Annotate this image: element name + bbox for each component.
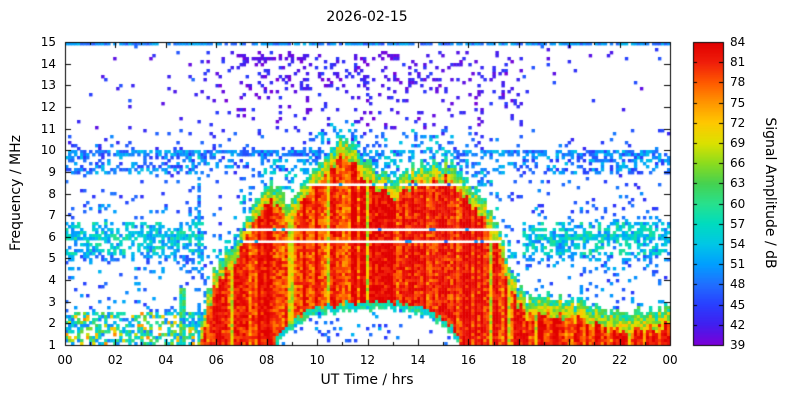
y-tick-label: 11 (40, 121, 56, 136)
y-tick-label: 5 (48, 251, 56, 266)
colorbar-tick-label: 60 (730, 196, 746, 211)
y-tick-label: 15 (40, 35, 56, 49)
y-tick-label: 9 (48, 164, 56, 179)
colorbar-tick-label: 72 (730, 115, 746, 130)
y-tick-label: 14 (40, 56, 56, 71)
y-tick-label: 1 (48, 338, 56, 352)
y-tick-label: 3 (48, 294, 56, 309)
chart-title: 2026-02-15 (326, 9, 408, 25)
y-tick-label: 4 (48, 273, 56, 288)
y-tick-label: 10 (40, 143, 56, 158)
y-tick-label: 7 (48, 208, 56, 223)
y-tick-label: 2 (48, 316, 56, 331)
y-tick-label: 6 (48, 229, 56, 244)
y-tick-label: 8 (48, 186, 56, 201)
x-tick-label: 20 (561, 353, 577, 367)
colorbar-tick-label: 63 (730, 176, 746, 191)
colorbar-tick-label: 42 (730, 317, 746, 332)
x-tick-label: 12 (359, 353, 376, 367)
colorbar-tick-label: 45 (730, 297, 746, 312)
colorbar-tick-label: 54 (730, 237, 746, 251)
colorbar-tick-label: 57 (730, 216, 746, 231)
x-tick-label: 18 (511, 353, 527, 367)
colorbar-tick-label: 81 (730, 55, 746, 70)
x-tick-label: 02 (107, 353, 124, 367)
colorbar-tick-label: 66 (730, 156, 746, 171)
x-tick-label: 00 (57, 353, 73, 367)
x-tick-label: 08 (259, 353, 275, 367)
colorbar-tick-label: 78 (730, 75, 746, 90)
colorbar-label: Signal Amplitude / dB (762, 117, 778, 269)
colorbar-tick-label: 75 (730, 95, 746, 110)
colorbar-tick-label: 84 (730, 35, 746, 49)
y-tick-label: 12 (40, 99, 56, 114)
x-tick-label: 16 (460, 353, 476, 367)
x-tick-label: 14 (410, 353, 426, 367)
x-axis-label: UT Time / hrs (320, 372, 414, 388)
colorbar-tick-label: 51 (730, 257, 746, 272)
x-tick-label: 00 (662, 353, 678, 367)
x-tick-label: 04 (158, 353, 174, 367)
x-tick-label: 10 (309, 353, 325, 367)
colorbar-tick-label: 48 (730, 277, 746, 292)
y-tick-label: 13 (40, 78, 56, 93)
colorbar-tick-label: 39 (730, 338, 746, 352)
y-axis-label: Frequency / MHz (8, 135, 24, 251)
colorbar-tick-label: 69 (730, 136, 746, 150)
x-tick-label: 06 (208, 353, 224, 367)
x-tick-label: 22 (611, 353, 628, 367)
